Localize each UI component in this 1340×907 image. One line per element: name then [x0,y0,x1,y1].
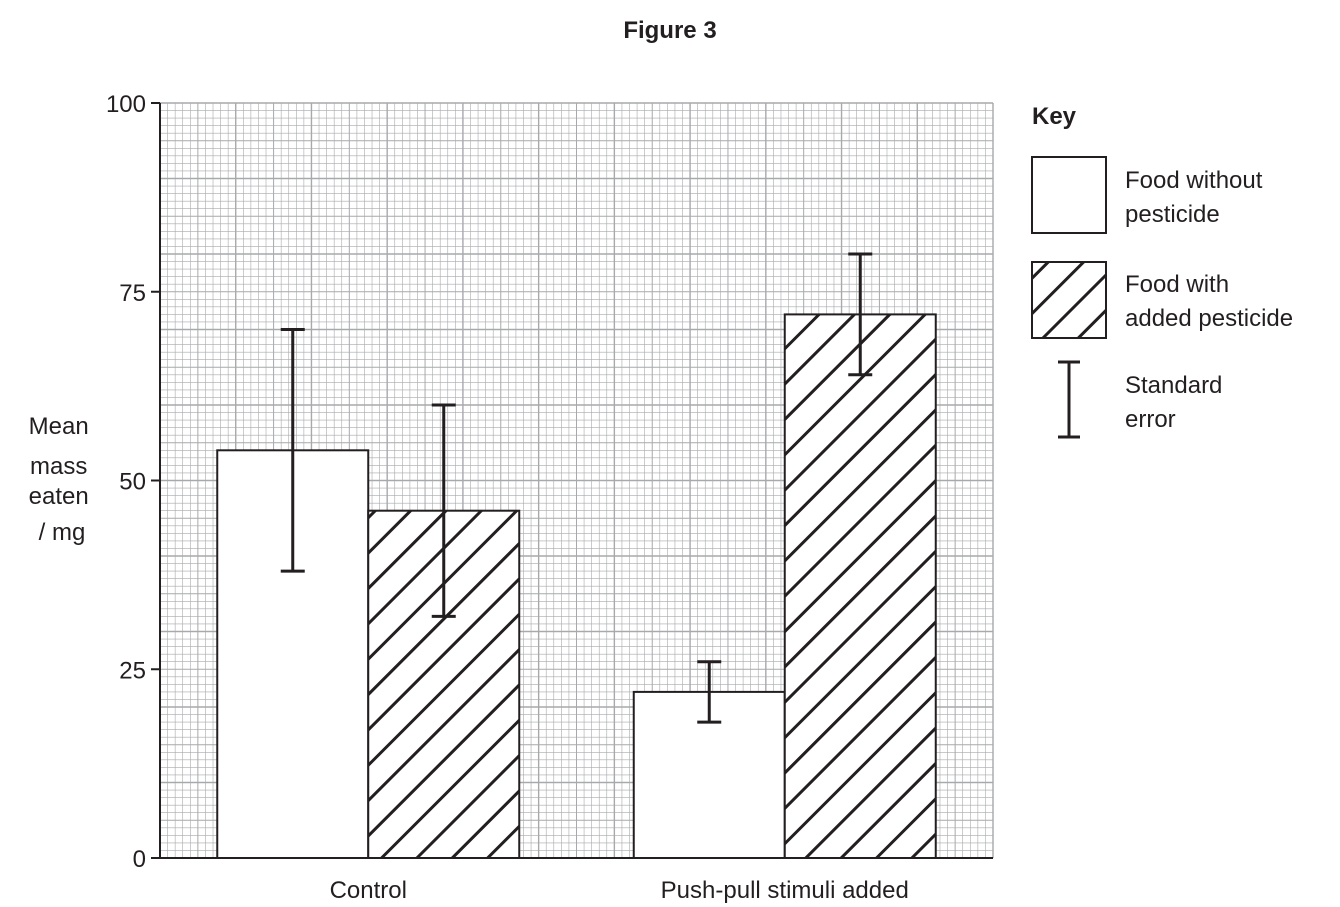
legend-label-standard-error: Standard error [1125,372,1229,433]
y-tick-label: 50 [119,469,146,496]
legend-label-food-without-pesticide: Food without pesticide [1125,167,1269,228]
bar-push-pull-with-pesticide [783,313,937,859]
y-axis-label-line-3: eaten [29,483,89,510]
x-category-labels: Control Push-pull stimuli added [330,877,909,904]
legend-label-food-with-added-pesticide: Food with added pesticide [1125,271,1293,332]
y-axis-label: Mean mass eaten / mg [29,413,96,546]
y-tick-label: 25 [119,657,146,684]
error-bars [280,252,873,724]
legend-swatch-plain [1031,156,1107,234]
legend-swatch-hatched [1031,261,1107,339]
legend-standard-error-icon [1058,360,1080,439]
legend-title: Key [1032,103,1077,130]
y-tick-label: 75 [119,280,146,307]
y-tick-label: 100 [106,91,146,118]
figure-title: Figure 3 [623,17,716,44]
legend: Key Food without pesticide Food with add… [1031,103,1293,439]
x-category-label: Control [330,877,407,904]
y-axis-label-line-1: Mean [29,413,89,440]
y-axis-label-line-2: mass [30,453,87,480]
x-category-label: Push-pull stimuli added [661,877,909,904]
y-axis-label-line-4: / mg [39,519,86,546]
y-axis-ticks: 0 25 50 75 100 [106,91,160,873]
y-tick-label: 0 [133,846,146,873]
